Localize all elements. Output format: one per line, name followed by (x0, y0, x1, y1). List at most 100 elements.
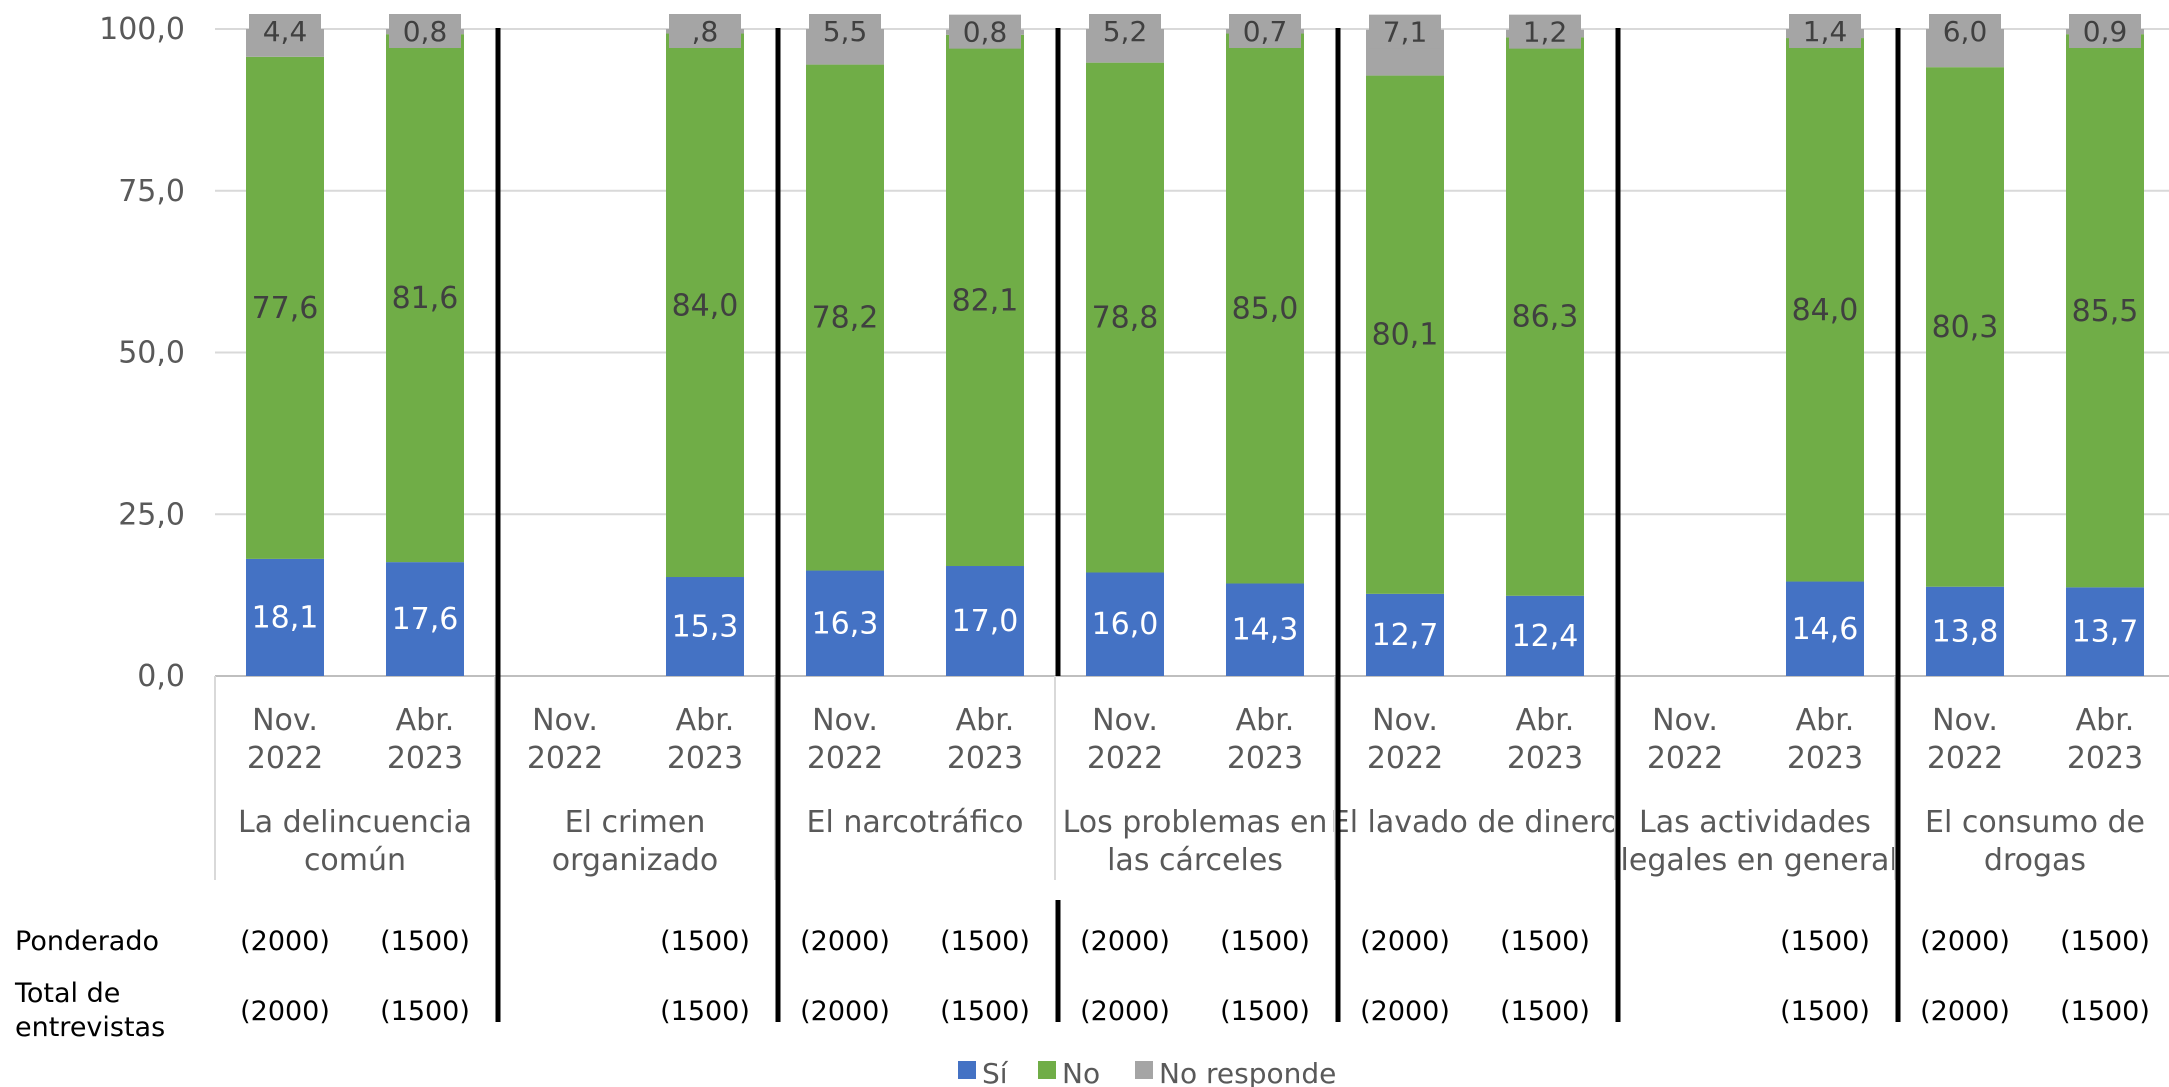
x-tick-label-line-2: 2023 (2067, 741, 2143, 776)
data-label-no: 77,6 (252, 291, 319, 326)
bar-segment-no (1786, 38, 1864, 582)
data-label-no: 78,8 (1092, 301, 1159, 336)
data-label-box-nr (1089, 14, 1161, 48)
bar-segment-si (2066, 587, 2144, 676)
data-label-no: 84,0 (1792, 293, 1859, 328)
x-tick-label-line-2: 2022 (1927, 741, 2003, 776)
bar-segment-si (806, 570, 884, 676)
y-tick-label: 75,0 (118, 174, 185, 209)
legend-label: No responde (1159, 1057, 1336, 1087)
table-cell-total: (2000) (240, 996, 330, 1027)
legend-swatch (1135, 1061, 1153, 1079)
bar-segment-no (1086, 62, 1164, 573)
data-label-si: 18,1 (252, 600, 319, 635)
data-label-no: 81,6 (392, 281, 459, 316)
data-label-nr: 5,5 (823, 15, 868, 48)
legend-label: Sí (982, 1057, 1009, 1087)
data-label-no: 86,3 (1512, 300, 1579, 335)
bar-segment-no (1926, 67, 2004, 587)
legend-swatch (958, 1061, 976, 1079)
x-tick-label-line-1: Nov. (1932, 703, 1998, 738)
x-tick-label-line-2: 2023 (667, 741, 743, 776)
table-cell-ponderado: (1500) (380, 926, 470, 957)
bar-segment-no (1506, 37, 1584, 596)
data-label-si: 17,6 (392, 602, 459, 637)
group-label-line-2: organizado (552, 843, 718, 878)
table-cell-total: (1500) (660, 996, 750, 1027)
x-tick-label-line-1: Nov. (1652, 703, 1718, 738)
data-label-nr: 0,8 (963, 16, 1008, 49)
bar-segment-no (386, 34, 464, 563)
x-tick-label-line-1: Nov. (812, 703, 878, 738)
data-label-si: 13,7 (2072, 615, 2139, 650)
data-label-no: 78,2 (812, 301, 879, 336)
data-label-box-nr (949, 14, 1021, 49)
data-label-no: 80,3 (1932, 310, 1999, 345)
x-tick-label-line-2: 2023 (1227, 741, 1303, 776)
gridlines (215, 28, 2169, 677)
x-tick-label-line-2: 2022 (1647, 741, 1723, 776)
data-label-nr: 0,7 (1243, 15, 1288, 48)
bar-segment-no (666, 33, 744, 578)
x-tick-label-line-2: 2023 (1787, 741, 1863, 776)
data-label-si: 17,0 (952, 604, 1019, 639)
table-cell-ponderado: (1500) (1220, 926, 1310, 957)
x-tick-label-line-1: Nov. (1092, 703, 1158, 738)
table-cell-ponderado: (1500) (940, 926, 1030, 957)
group-label: El narcotráfico (807, 805, 1024, 840)
x-tick-label-line-2: 2022 (527, 741, 603, 776)
group-label-line-1: El crimen (565, 805, 706, 840)
legend-label: No (1062, 1057, 1100, 1087)
data-label-box-nr (1929, 14, 2001, 48)
bar-segment-si (246, 558, 324, 676)
bar-segment-no (946, 34, 1024, 567)
group-label-line-1: Las actividades (1639, 805, 1871, 840)
table-cell-ponderado: (1500) (1780, 926, 1870, 957)
data-label-no: 85,0 (1232, 292, 1299, 327)
group-separators (214, 28, 1901, 1022)
data-label-nr: 0,9 (2083, 15, 2128, 48)
y-tick-label: 50,0 (118, 336, 185, 371)
data-label-box-nr (1509, 14, 1581, 49)
data-label-nr: ,8 (692, 15, 719, 48)
table-cell-ponderado: (1500) (1500, 926, 1590, 957)
table-cell-total: (2000) (800, 996, 890, 1027)
group-label-line-2: las cárceles (1107, 843, 1283, 878)
legend: Sí No No responde (958, 1057, 1336, 1087)
bar-segment-si (1366, 593, 1444, 676)
data-label-si: 16,3 (812, 606, 879, 641)
data-label-no: 82,1 (952, 283, 1019, 318)
bars: 18,1 77,6 4,4 17,6 81,6 0,8 15,3 84,0 ,8 16,3 78,2… (246, 14, 2144, 676)
data-label-box-nr (809, 14, 881, 48)
bar-segment-no (1366, 75, 1444, 594)
data-label-nr: 0,8 (403, 15, 448, 48)
table-cell-total: (1500) (1500, 996, 1590, 1027)
x-tick-label-line-1: Nov. (1372, 703, 1438, 738)
data-label-si: 12,7 (1372, 618, 1439, 653)
bar-segment-si (666, 577, 744, 676)
data-label-si: 14,3 (1232, 613, 1299, 648)
table-cell-total: (2000) (1080, 996, 1170, 1027)
data-label-no: 84,0 (672, 288, 739, 323)
bar-segment-si (1086, 572, 1164, 676)
x-tick-label-line-2: 2022 (1367, 741, 1443, 776)
x-tick-label-line-2: 2022 (247, 741, 323, 776)
legend-swatch (1038, 1061, 1056, 1079)
x-tick-label-line-2: 2023 (387, 741, 463, 776)
x-tick-label-line-2: 2023 (1507, 741, 1583, 776)
data-label-box-nr (1789, 14, 1861, 48)
group-label-line-2: drogas (1984, 843, 2086, 878)
group-label-line-2: ilegales en general (1612, 843, 1898, 878)
data-label-box-nr (389, 14, 461, 48)
table-cell-ponderado: (1500) (660, 926, 750, 957)
group-label: El lavado de dinero (1331, 805, 1620, 840)
bar-segment-no (1226, 33, 1304, 584)
x-tick-label-line-1: Abr. (2076, 703, 2135, 738)
table-cell-total: (2000) (1360, 996, 1450, 1027)
data-label-box-nr (249, 14, 321, 48)
group-label-line-1: La delincuencia (238, 805, 472, 840)
bar-segment-si (946, 566, 1024, 676)
x-tick-label-line-2: 2022 (1087, 741, 1163, 776)
